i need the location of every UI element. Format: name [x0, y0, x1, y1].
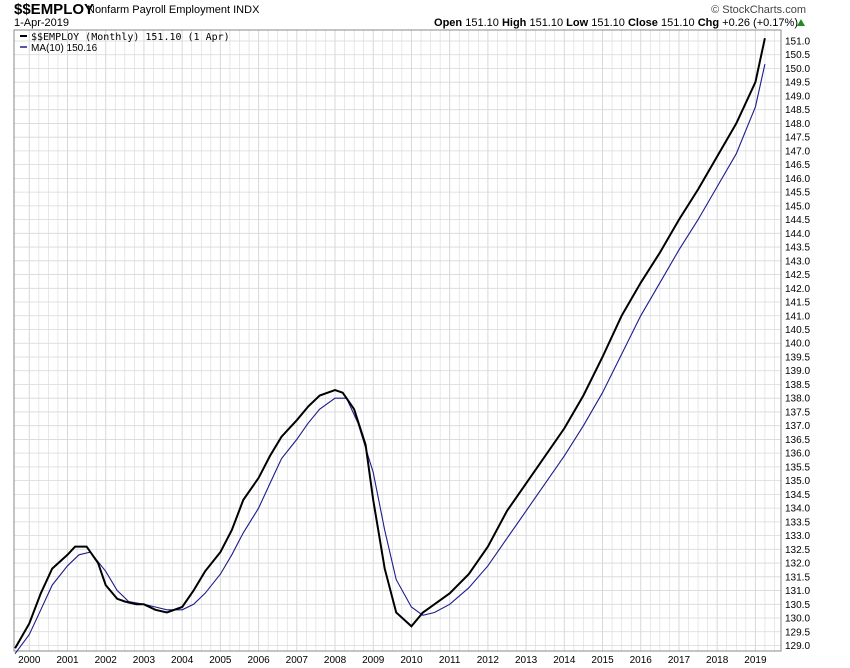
- y-tick-label: 133.0: [785, 531, 810, 542]
- up-arrow-icon: [797, 19, 805, 26]
- y-tick-label: 148.5: [785, 105, 810, 116]
- y-tick-label: 141.5: [785, 298, 810, 309]
- x-tick-label: 2011: [439, 655, 461, 666]
- x-tick-label: 2014: [553, 655, 576, 666]
- y-tick-label: 136.0: [785, 449, 810, 460]
- y-tick-label: 139.0: [785, 366, 810, 377]
- x-tick-label: 2002: [95, 655, 118, 666]
- price-series-line: [14, 37, 766, 649]
- open-label: Open: [434, 17, 463, 29]
- chg-label: Chg: [697, 17, 720, 29]
- y-tick-label: 129.0: [785, 641, 810, 652]
- symbol-description: Nonfarm Payroll Employment INDX: [87, 4, 259, 16]
- x-tick-label: 2016: [630, 655, 653, 666]
- y-tick-label: 138.5: [785, 380, 810, 391]
- y-tick-label: 132.5: [785, 545, 810, 556]
- symbol-title: $$EMPLOY: [14, 1, 95, 18]
- y-tick-label: 130.5: [785, 600, 810, 611]
- x-tick-label: 2009: [362, 655, 385, 666]
- y-tick-label: 134.5: [785, 490, 810, 501]
- y-tick-label: 146.5: [785, 160, 810, 171]
- chg-value: +0.26 (+0.17%): [722, 17, 798, 29]
- x-tick-label: 2000: [18, 655, 41, 666]
- legend-label-ma: MA(10) 150.16: [31, 43, 98, 54]
- y-tick-label: 147.0: [785, 146, 810, 157]
- description-text: Nonfarm Payroll Employment: [87, 4, 231, 16]
- y-tick-label: 142.5: [785, 270, 810, 281]
- y-tick-label: 130.0: [785, 614, 810, 625]
- y-tick-label: 134.0: [785, 504, 810, 515]
- x-tick-label: 2007: [286, 655, 309, 666]
- y-tick-label: 143.5: [785, 243, 810, 254]
- y-tick-label: 137.5: [785, 407, 810, 418]
- y-tick-label: 140.5: [785, 325, 810, 336]
- y-tick-label: 133.5: [785, 517, 810, 528]
- y-tick-label: 139.5: [785, 352, 810, 363]
- x-tick-label: 2003: [133, 655, 156, 666]
- x-tick-label: 2004: [171, 655, 194, 666]
- low-value: 151.10: [591, 17, 625, 29]
- y-tick-label: 146.0: [785, 174, 810, 185]
- brand-watermark: © StockCharts.com: [711, 4, 806, 16]
- y-tick-label: 135.0: [785, 476, 810, 487]
- y-tick-label: 145.5: [785, 188, 810, 199]
- y-tick-label: 144.0: [785, 229, 810, 240]
- high-value: 151.10: [529, 17, 564, 29]
- y-tick-label: 148.0: [785, 119, 810, 130]
- y-tick-label: 132.0: [785, 559, 810, 570]
- y-tick-label: 150.5: [785, 50, 810, 61]
- x-tick-label: 2012: [477, 655, 500, 666]
- close-value: 151.10: [660, 17, 695, 29]
- y-tick-label: 137.0: [785, 421, 810, 432]
- y-tick-label: 131.0: [785, 586, 810, 597]
- y-tick-label: 142.0: [785, 284, 810, 295]
- x-axis-labels: 2000 2001 2002 2003 2004 2005 2006 2007 2008 2009…: [18, 655, 767, 666]
- y-tick-label: 136.5: [785, 435, 810, 446]
- y-tick-label: 149.0: [785, 91, 810, 102]
- x-tick-label: 2013: [515, 655, 538, 666]
- legend-label-price: $$EMPLOY (Monthly) 151.10 (1 Apr): [31, 32, 230, 43]
- x-tick-label: 2008: [324, 655, 347, 666]
- high-label: High: [501, 17, 527, 29]
- y-tick-label: 151.0: [785, 36, 810, 47]
- low-label: Low: [566, 17, 589, 29]
- legend: $$EMPLOY (Monthly) 151.10 (1 Apr) MA(10)…: [20, 32, 230, 54]
- x-gridlines: [28, 30, 775, 651]
- y-tick-label: 144.5: [785, 215, 810, 226]
- x-tick-label: 2017: [668, 655, 691, 666]
- y-tick-label: 143.0: [785, 256, 810, 267]
- type-label: INDX: [233, 4, 260, 16]
- date-label: 1-Apr-2019: [14, 17, 70, 29]
- y-gridlines: [14, 40, 781, 646]
- open-value: 151.10: [465, 17, 499, 29]
- y-tick-label: 141.0: [785, 311, 810, 322]
- y-tick-label: 140.0: [785, 339, 810, 350]
- x-tick-label: 2015: [591, 655, 614, 666]
- y-axis-labels: 129.0 129.5 130.0 130.5 131.0 131.5 132.0 132.5…: [785, 36, 810, 652]
- x-tick-label: 2010: [400, 655, 423, 666]
- y-tick-label: 135.5: [785, 462, 810, 473]
- ohlc-readout: Open 151.10 High 151.10 Low 151.10 Close…: [434, 17, 798, 29]
- y-tick-label: 131.5: [785, 572, 810, 583]
- y-tick-label: 150.0: [785, 64, 810, 75]
- x-tick-label: 2001: [56, 655, 79, 666]
- ma-series-line: [14, 63, 766, 655]
- close-label: Close: [627, 17, 658, 29]
- y-tick-label: 129.5: [785, 627, 810, 638]
- y-tick-label: 147.5: [785, 133, 810, 144]
- x-tick-label: 2005: [209, 655, 232, 666]
- x-tick-label: 2019: [744, 655, 767, 666]
- x-tick-label: 2018: [706, 655, 729, 666]
- plot-frame: [13, 29, 782, 652]
- y-tick-label: 149.5: [785, 78, 810, 89]
- y-tick-label: 138.0: [785, 394, 810, 405]
- x-tick-label: 2006: [247, 655, 270, 666]
- y-tick-label: 145.0: [785, 201, 810, 212]
